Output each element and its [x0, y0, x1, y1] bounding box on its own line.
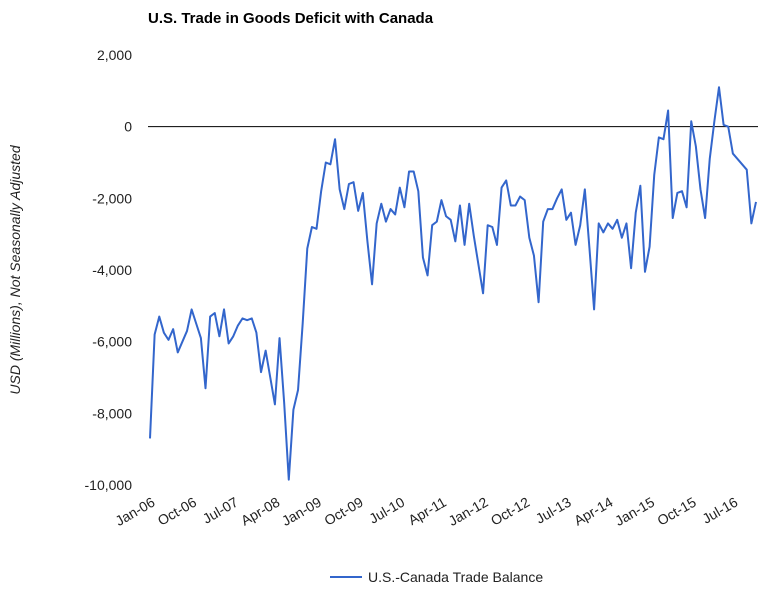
y-axis-ticks: 2,000 0 -2,000 -4,000 -6,000 -8,000 -10,000 — [85, 47, 133, 493]
x-tick-label: Jul-07 — [200, 494, 241, 527]
legend[interactable]: U.S.-Canada Trade Balance — [330, 569, 543, 585]
x-tick-label: Jan-12 — [446, 494, 491, 529]
y-tick-label: -10,000 — [85, 477, 133, 493]
x-tick-label: Apr-14 — [571, 494, 616, 529]
x-tick-label: Apr-08 — [238, 494, 283, 529]
x-tick-label: Oct-12 — [488, 494, 533, 529]
legend-label: U.S.-Canada Trade Balance — [368, 569, 543, 585]
x-tick-label: Jan-06 — [112, 494, 157, 529]
x-tick-label: Oct-09 — [321, 494, 366, 529]
chart-title: U.S. Trade in Goods Deficit with Canada — [148, 10, 434, 27]
y-tick-label: -2,000 — [92, 190, 132, 206]
x-tick-label: Jul-16 — [699, 494, 740, 527]
y-axis-label: USD (Millions), Not Seasonally Adjusted — [7, 144, 23, 394]
series-line-trade-balance — [149, 86, 757, 481]
x-tick-label: Oct-15 — [654, 494, 699, 529]
x-tick-label: Oct-06 — [155, 494, 200, 529]
y-tick-label: 2,000 — [97, 47, 132, 63]
y-tick-label: 0 — [124, 119, 132, 135]
y-tick-label: -8,000 — [92, 405, 132, 421]
x-tick-label: Jul-10 — [366, 494, 407, 527]
x-tick-label: Apr-11 — [405, 494, 449, 528]
y-tick-label: -6,000 — [92, 334, 132, 350]
y-tick-label: -4,000 — [92, 262, 132, 278]
x-tick-label: Jan-09 — [279, 494, 324, 529]
series-group — [149, 86, 757, 481]
x-tick-label: Jul-13 — [533, 494, 574, 527]
x-tick-label: Jan-15 — [612, 494, 657, 529]
